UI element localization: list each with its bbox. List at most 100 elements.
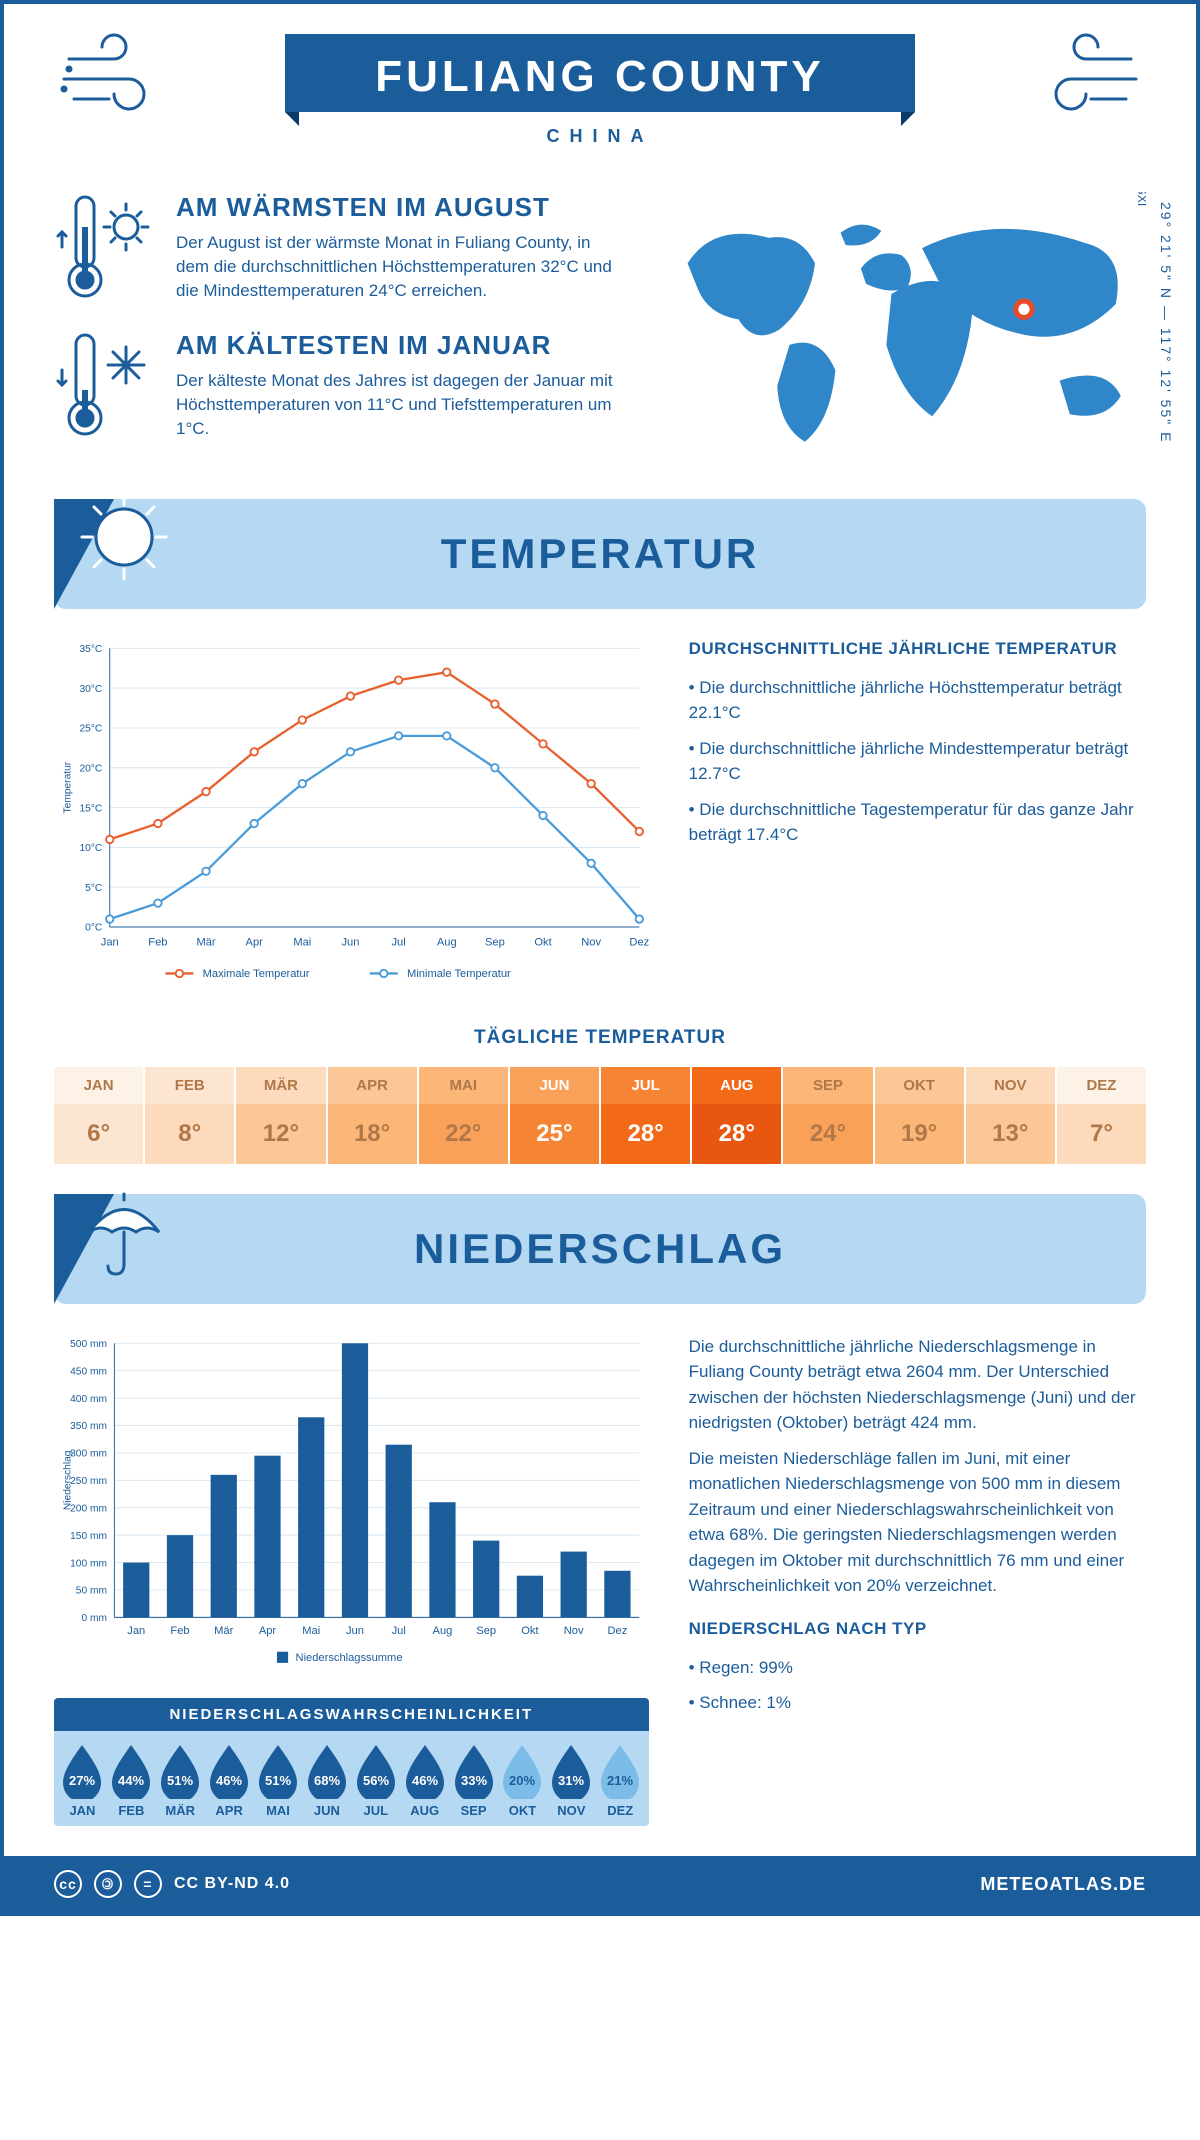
svg-text:35°C: 35°C	[80, 644, 103, 655]
svg-text:Nov: Nov	[564, 1625, 584, 1637]
daily-temp-cell: NOV 13°	[966, 1067, 1055, 1164]
precipitation-split: 0 mm50 mm100 mm150 mm200 mm250 mm300 mm3…	[54, 1334, 1146, 1826]
page: FULIANG COUNTY CHINA	[0, 0, 1200, 1916]
svg-text:51%: 51%	[265, 1773, 291, 1788]
region-label: JIANGXI	[1135, 192, 1146, 206]
svg-text:Aug: Aug	[433, 1625, 453, 1637]
svg-text:150 mm: 150 mm	[70, 1531, 107, 1542]
svg-text:0 mm: 0 mm	[81, 1613, 107, 1624]
daily-temp-cell: AUG 28°	[692, 1067, 781, 1164]
precip-type-item: Schnee: 1%	[689, 1690, 1146, 1716]
temperature-chart: 0°C5°C10°C15°C20°C25°C30°C35°CJanFebMärA…	[54, 639, 649, 992]
daily-temp-cell: SEP 24°	[783, 1067, 872, 1164]
umbrella-icon	[74, 1182, 174, 1282]
probability-drop: 68% JUN	[302, 1743, 351, 1818]
coordinates: 29° 21' 5" N — 117° 12' 55" E	[1158, 202, 1174, 443]
page-subtitle: CHINA	[4, 126, 1196, 147]
daily-temp-cell: JUL 28°	[601, 1067, 690, 1164]
daily-temp-cell: OKT 19°	[875, 1067, 964, 1164]
daily-temp-cell: JUN 25°	[510, 1067, 599, 1164]
svg-text:Mär: Mär	[214, 1625, 233, 1637]
precip-type-item: Regen: 99%	[689, 1655, 1146, 1681]
main-content: AM WÄRMSTEN IM AUGUST Der August ist der…	[4, 162, 1196, 1856]
svg-text:25°C: 25°C	[80, 723, 103, 734]
probability-drop: 21% DEZ	[596, 1743, 645, 1818]
svg-text:68%: 68%	[314, 1773, 340, 1788]
precip-type-list: Regen: 99% Schnee: 1%	[689, 1655, 1146, 1716]
svg-text:Temperatur: Temperatur	[63, 761, 74, 813]
svg-text:Jul: Jul	[391, 936, 405, 948]
temperature-stats: DURCHSCHNITTLICHE JÄHRLICHE TEMPERATUR D…	[689, 639, 1146, 992]
daily-temp-cell: APR 18°	[328, 1067, 417, 1164]
svg-text:350 mm: 350 mm	[70, 1421, 107, 1432]
svg-text:Jan: Jan	[101, 936, 119, 948]
coldest-fact: AM KÄLTESTEN IM JANUAR Der kälteste Mona…	[54, 330, 617, 440]
license-text: CC BY-ND 4.0	[174, 1875, 290, 1893]
probability-drop: 56% JUL	[351, 1743, 400, 1818]
world-map: JIANGXI 29° 21' 5" N — 117° 12' 55" E	[657, 192, 1146, 469]
temp-stats-list: Die durchschnittliche jährliche Höchstte…	[689, 675, 1146, 848]
svg-text:0°C: 0°C	[85, 923, 102, 934]
precipitation-stats: Die durchschnittliche jährliche Niedersc…	[689, 1334, 1146, 1826]
precipitation-chart: 0 mm50 mm100 mm150 mm200 mm250 mm300 mm3…	[54, 1334, 649, 1668]
svg-text:Aug: Aug	[437, 936, 457, 948]
svg-text:50 mm: 50 mm	[76, 1585, 107, 1596]
probability-drop: 51% MÄR	[156, 1743, 205, 1818]
daily-temperature-grid: JAN 6° FEB 8° MÄR 12° APR 18° MAI 22° JU…	[54, 1067, 1146, 1164]
svg-text:Jan: Jan	[127, 1625, 145, 1637]
location-marker-icon	[1016, 301, 1032, 317]
warmest-text: Der August ist der wärmste Monat in Fuli…	[176, 231, 617, 302]
svg-text:Feb: Feb	[170, 1625, 189, 1637]
svg-text:30°C: 30°C	[80, 684, 103, 695]
header: FULIANG COUNTY CHINA	[4, 4, 1196, 162]
temp-stat-item: Die durchschnittliche jährliche Mindestt…	[689, 736, 1146, 787]
svg-text:Okt: Okt	[521, 1625, 539, 1637]
precip-type-title: NIEDERSCHLAG NACH TYP	[689, 1619, 1146, 1639]
probability-drop: 31% NOV	[547, 1743, 596, 1818]
svg-text:33%: 33%	[461, 1773, 487, 1788]
climate-facts: AM WÄRMSTEN IM AUGUST Der August ist der…	[54, 192, 617, 469]
svg-text:Sep: Sep	[476, 1625, 496, 1637]
svg-text:46%: 46%	[412, 1773, 438, 1788]
svg-text:Sep: Sep	[485, 936, 505, 948]
svg-text:Maximale Temperatur: Maximale Temperatur	[203, 968, 310, 980]
warmest-title: AM WÄRMSTEN IM AUGUST	[176, 192, 617, 223]
probability-row: 27% JAN 44% FEB 51% MÄR 46% APR 51% MAI …	[54, 1731, 649, 1826]
svg-text:Niederschlagssumme: Niederschlagssumme	[296, 1652, 403, 1664]
svg-text:Apr: Apr	[259, 1625, 277, 1637]
svg-text:21%: 21%	[607, 1773, 633, 1788]
daily-temp-cell: DEZ 7°	[1057, 1067, 1146, 1164]
license-block: cc 🄯 = CC BY-ND 4.0	[54, 1870, 290, 1898]
intro-section: AM WÄRMSTEN IM AUGUST Der August ist der…	[54, 192, 1146, 469]
svg-text:44%: 44%	[118, 1773, 144, 1788]
warmest-fact: AM WÄRMSTEN IM AUGUST Der August ist der…	[54, 192, 617, 302]
precipitation-banner: NIEDERSCHLAG	[54, 1194, 1146, 1304]
svg-text:450 mm: 450 mm	[70, 1366, 107, 1377]
svg-text:Mai: Mai	[293, 936, 311, 948]
daily-temp-title: TÄGLICHE TEMPERATUR	[54, 1027, 1146, 1049]
svg-text:300 mm: 300 mm	[70, 1448, 107, 1459]
probability-drop: 46% APR	[205, 1743, 254, 1818]
temp-stat-item: Die durchschnittliche Tagestemperatur fü…	[689, 797, 1146, 848]
wind-icon-right	[1036, 29, 1146, 129]
svg-text:51%: 51%	[167, 1773, 193, 1788]
temp-stat-item: Die durchschnittliche jährliche Höchstte…	[689, 675, 1146, 726]
svg-text:20%: 20%	[509, 1773, 535, 1788]
svg-text:27%: 27%	[69, 1773, 95, 1788]
wind-icon-left	[54, 29, 164, 129]
svg-text:Dez: Dez	[608, 1625, 628, 1637]
probability-drop: 33% SEP	[449, 1743, 498, 1818]
precipitation-left: 0 mm50 mm100 mm150 mm200 mm250 mm300 mm3…	[54, 1334, 649, 1826]
svg-text:200 mm: 200 mm	[70, 1503, 107, 1514]
coldest-title: AM KÄLTESTEN IM JANUAR	[176, 330, 617, 361]
daily-temp-cell: MAI 22°	[419, 1067, 508, 1164]
site-name: METEOATLAS.DE	[980, 1874, 1146, 1895]
svg-text:Feb: Feb	[148, 936, 167, 948]
svg-text:Jun: Jun	[346, 1625, 364, 1637]
svg-text:5°C: 5°C	[85, 883, 102, 894]
probability-drop: 51% MAI	[254, 1743, 303, 1818]
svg-text:Dez: Dez	[629, 936, 648, 948]
by-icon: 🄯	[94, 1870, 122, 1898]
probability-box: NIEDERSCHLAGSWAHRSCHEINLICHKEIT 27% JAN …	[54, 1698, 649, 1826]
svg-text:15°C: 15°C	[80, 803, 103, 814]
